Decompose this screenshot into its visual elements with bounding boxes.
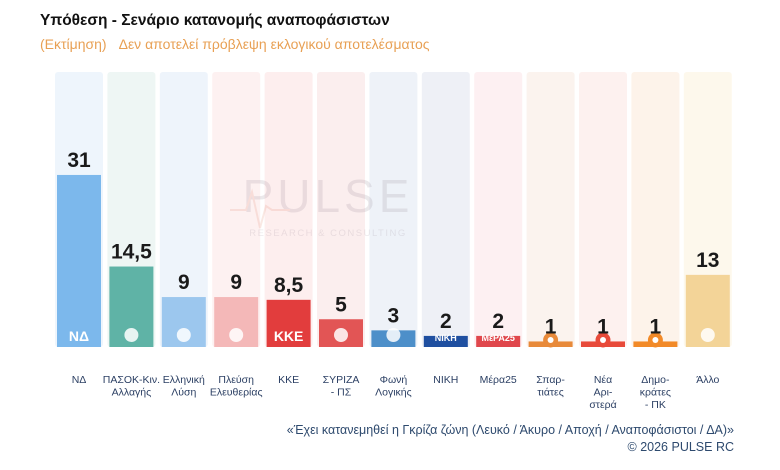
- category-label-line: - ΠΚ: [645, 399, 666, 411]
- value-label: 3: [388, 304, 400, 327]
- party-logo-icon: [229, 328, 244, 342]
- category-label: Φωνή Λογικής: [375, 374, 412, 399]
- party-logo-icon: [124, 328, 139, 342]
- category-label-line: στερά: [589, 399, 616, 411]
- category-label-line: Λύση: [171, 387, 196, 399]
- category-label-line: Πλεύση: [218, 374, 254, 386]
- category-label-line: Αλλαγής: [112, 387, 152, 399]
- column-bg: [474, 72, 523, 347]
- category-label: Νέα Αρι-στερά: [589, 374, 616, 411]
- value-label: 31: [67, 149, 91, 172]
- category-label: Ελληνική Λύση: [163, 374, 205, 399]
- category-label: ΝΙΚΗ: [433, 374, 458, 386]
- column-bg: [526, 72, 575, 347]
- category-label: ΝΔ: [72, 374, 87, 386]
- column-bg: [317, 72, 365, 347]
- column-bg: [264, 72, 313, 347]
- category-label-line: Αρι-: [594, 387, 613, 399]
- value-label: 13: [696, 249, 719, 272]
- party-logo: ΜέΡΑ25: [481, 333, 514, 343]
- value-label: 1: [597, 315, 609, 338]
- category-label-line: - ΠΣ: [331, 387, 352, 399]
- party-logo-icon: [600, 337, 606, 343]
- category-label-line: Άλλο: [696, 374, 719, 386]
- category-label-line: Δημο-: [641, 374, 670, 386]
- category-label-line: Φωνή: [380, 374, 408, 386]
- subtitle-disclaimer: Δεν αποτελεί πρόβλεψη εκλογικού αποτελέσ…: [118, 36, 430, 52]
- copyright: © 2026 PULSE RC: [627, 440, 734, 454]
- value-label: 9: [178, 271, 190, 294]
- column-bg: [369, 72, 418, 347]
- chart-subtitle: (Εκτίμηση) Δεν αποτελεί πρόβλεψη εκλογικο…: [40, 36, 430, 52]
- party-logo-icon: [386, 328, 401, 342]
- category-label: Σπαρ-τιάτες: [536, 374, 565, 399]
- column-bg: [631, 72, 680, 347]
- watermark-tagline: RESEARCH & CONSULTING: [249, 228, 406, 239]
- party-logo: ΝΙΚΗ: [435, 333, 457, 343]
- column-bg: [212, 72, 261, 347]
- value-label: 2: [492, 310, 504, 333]
- column-bg: [159, 72, 208, 347]
- category-label-line: Σπαρ-: [536, 374, 565, 386]
- bars: ΝΔ ΚΚΕ ΝΙΚΗ ΜέΡΑ25: [57, 174, 730, 348]
- party-logo-icon: [176, 328, 191, 342]
- party-logo-icon: [547, 337, 554, 343]
- value-label: 14,5: [111, 241, 152, 264]
- category-label-line: ΚΚΕ: [278, 374, 299, 386]
- footnote: «Έχει κατανεμηθεί η Γκρίζα ζώνη (Λευκό /…: [286, 423, 734, 437]
- category-label-line: Νέα: [594, 374, 612, 386]
- party-logo: ΝΔ: [69, 328, 89, 344]
- value-label: 1: [650, 315, 662, 338]
- category-label: Δημο-κράτες - ΠΚ: [640, 374, 671, 411]
- party-logo: ΚΚΕ: [274, 328, 304, 344]
- bar: [476, 335, 521, 347]
- category-label-line: ΣΥΡΙΖΑ: [323, 374, 360, 386]
- category-label: Μέρα25: [480, 374, 517, 386]
- party-logo-icon: [700, 328, 715, 342]
- category-label: ΣΥΡΙΖΑ - ΠΣ: [323, 374, 360, 399]
- category-label-line: ΝΙΚΗ: [433, 374, 458, 386]
- category-label-line: κράτες: [640, 387, 671, 399]
- subtitle-estimate: (Εκτίμηση): [40, 36, 107, 52]
- category-label-line: Μέρα25: [480, 374, 517, 386]
- column-bg: [579, 72, 627, 347]
- value-label: 5: [335, 293, 347, 316]
- category-label-line: τιάτες: [537, 387, 563, 399]
- bar: [423, 335, 468, 347]
- chart-title: Υπόθεση - Σενάριο κατανομής αναποφάσιστω…: [40, 12, 390, 29]
- party-logo-icon: [334, 328, 348, 342]
- value-label: 8,5: [274, 274, 304, 297]
- category-label-line: Ελευθερίας: [210, 387, 263, 399]
- category-label-line: ΠΑΣΟΚ-Κιν.: [103, 374, 160, 386]
- category-label: Άλλο: [696, 374, 719, 386]
- category-label: ΠΑΣΟΚ-Κιν. Αλλαγής: [103, 374, 160, 399]
- column-bg: [421, 72, 470, 347]
- category-label-line: Λογικής: [375, 387, 412, 399]
- category-label-line: ΝΔ: [72, 374, 87, 386]
- bar: [57, 174, 101, 347]
- category-label-line: Ελληνική: [163, 374, 205, 386]
- watermark-name: PULSE: [243, 170, 414, 222]
- category-label: ΚΚΕ: [278, 374, 299, 386]
- value-label: 2: [440, 310, 452, 333]
- watermark: PULSE RESEARCH & CONSULTING: [230, 170, 414, 239]
- pulse-line-icon: [230, 188, 290, 229]
- bar: [266, 299, 311, 347]
- party-logo-icon: [652, 337, 659, 343]
- value-label: 9: [230, 271, 242, 294]
- category-label: Πλεύση Ελευθερίας: [210, 374, 263, 399]
- value-label: 1: [545, 315, 557, 338]
